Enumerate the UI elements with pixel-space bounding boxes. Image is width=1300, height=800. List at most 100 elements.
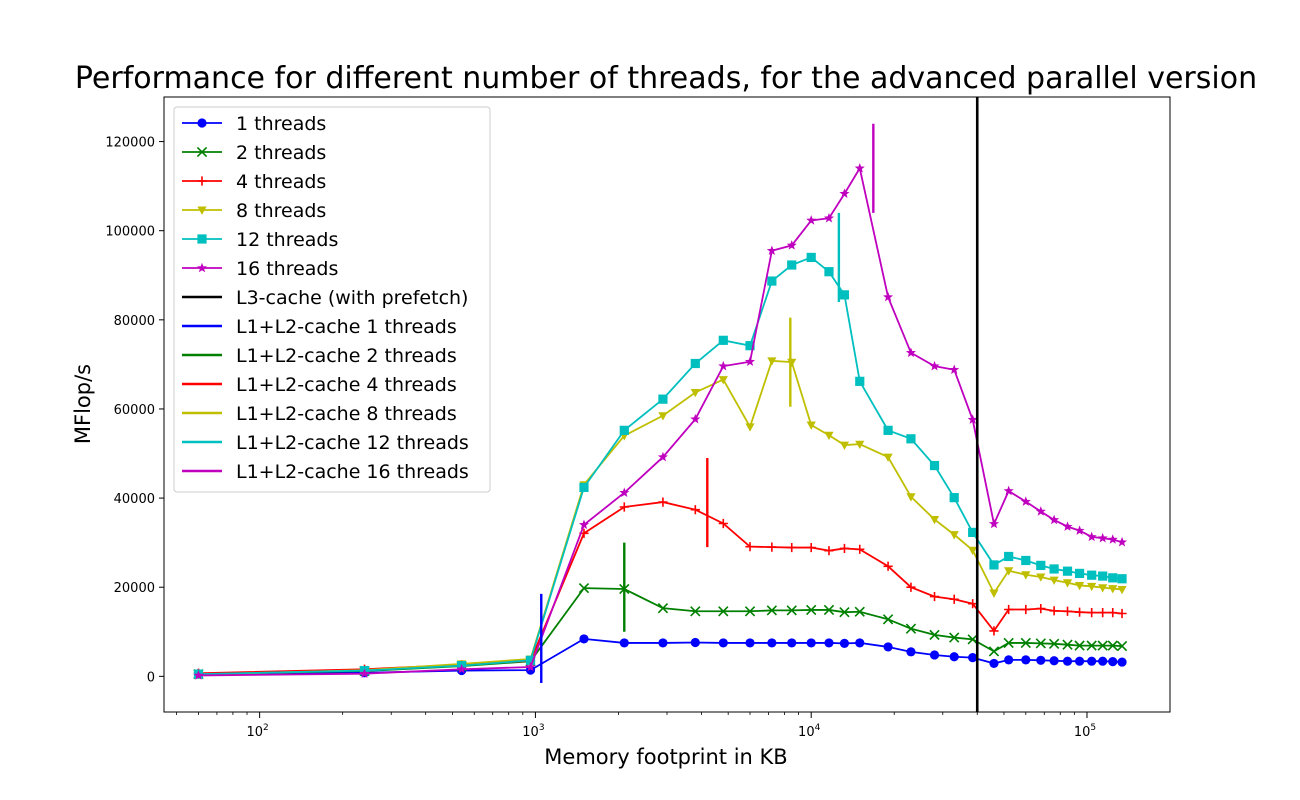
data-point — [657, 451, 668, 462]
legend-label: L1+L2-cache 4 threads — [236, 374, 457, 396]
data-point — [854, 606, 865, 617]
data-point — [1087, 570, 1097, 580]
data-point — [883, 642, 893, 652]
data-point — [359, 668, 370, 678]
legend-entry: 4 threads — [182, 171, 326, 193]
data-point — [1074, 607, 1085, 617]
data-point — [767, 276, 777, 286]
data-point — [1086, 640, 1097, 651]
data-point — [967, 414, 978, 424]
legend-label: L3-cache (with prefetch) — [236, 287, 468, 309]
data-point — [619, 425, 629, 435]
x-tick-label: 102 — [246, 723, 268, 740]
legend-entry: 2 threads — [182, 142, 326, 164]
data-point — [766, 605, 778, 616]
legend-label: L1+L2-cache 2 threads — [236, 345, 457, 367]
data-point — [1036, 604, 1046, 614]
data-point — [745, 341, 755, 351]
data-point — [525, 661, 536, 672]
data-point — [989, 560, 999, 570]
data-point — [906, 582, 916, 592]
data-point — [1035, 506, 1046, 516]
data-point — [690, 637, 700, 648]
data-point — [929, 360, 940, 371]
data-point — [929, 629, 940, 641]
data-point — [1117, 657, 1127, 667]
legend-entry: L1+L2-cache 8 threads — [182, 403, 457, 425]
y-tick-label: 40000 — [114, 492, 155, 507]
data-point — [949, 632, 960, 643]
legend-entry: 12 threads — [182, 229, 338, 251]
data-point — [690, 505, 700, 515]
data-point — [1036, 655, 1046, 665]
data-point — [787, 542, 797, 553]
data-point — [1035, 638, 1046, 649]
legend-label: L1+L2-cache 12 threads — [236, 432, 469, 454]
data-point — [929, 591, 940, 602]
data-point — [1049, 576, 1059, 585]
data-point — [1074, 656, 1085, 666]
data-point — [1116, 640, 1128, 652]
data-point — [968, 527, 978, 538]
data-point — [744, 356, 756, 366]
data-point — [718, 518, 728, 529]
data-point — [1117, 574, 1127, 584]
legend-marker — [196, 262, 208, 273]
data-point — [968, 653, 978, 663]
y-tick-label: 120000 — [105, 136, 155, 151]
data-point — [193, 670, 204, 680]
series-line — [198, 587, 1123, 676]
legend-label: 16 threads — [236, 258, 338, 280]
data-point — [1108, 573, 1118, 583]
data-point — [1049, 606, 1059, 616]
data-point — [1087, 582, 1097, 592]
legend-label: 2 threads — [236, 142, 326, 164]
data-point — [855, 440, 865, 449]
data-point — [854, 163, 865, 173]
data-point — [1021, 571, 1031, 580]
data-point — [839, 290, 850, 300]
data-point — [929, 516, 940, 525]
data-point — [1098, 571, 1108, 581]
data-point — [658, 412, 668, 421]
legend-entry: L1+L2-cache 2 threads — [182, 345, 457, 367]
series-1-threads — [193, 634, 1127, 679]
data-point — [806, 252, 816, 263]
data-marks — [193, 97, 1128, 712]
data-point — [855, 376, 865, 386]
data-point — [619, 638, 629, 648]
data-point — [1117, 585, 1127, 595]
data-point — [1108, 608, 1118, 618]
legend-entry: 8 threads — [182, 200, 326, 222]
data-point — [988, 518, 1000, 529]
data-point — [839, 543, 850, 554]
data-point — [1062, 606, 1073, 616]
data-point — [619, 487, 630, 498]
data-point — [988, 646, 1000, 657]
data-point — [718, 335, 728, 345]
data-point — [578, 582, 590, 594]
data-point — [929, 650, 940, 660]
legend-label: 8 threads — [236, 200, 326, 222]
legend-entry: L1+L2-cache 4 threads — [182, 374, 457, 396]
data-point — [839, 188, 850, 198]
data-point — [744, 606, 756, 617]
legend-entry: L1+L2-cache 16 threads — [182, 461, 469, 483]
data-point — [1003, 485, 1014, 496]
data-point — [1074, 568, 1085, 579]
legend-marker — [197, 176, 207, 186]
data-point — [906, 647, 916, 657]
data-point — [1108, 585, 1118, 594]
y-tick-label: 0 — [147, 670, 155, 685]
legend: 1 threads 2 threads 4 threads 8 threads 12 t… — [173, 106, 491, 493]
data-point — [658, 394, 668, 404]
data-point — [745, 638, 755, 648]
data-point — [949, 594, 959, 604]
data-point — [1020, 637, 1031, 649]
data-point — [1097, 640, 1108, 651]
chart-title: Performance for different number of thre… — [75, 61, 1257, 96]
data-point — [1049, 656, 1059, 666]
legend-entry: L1+L2-cache 1 threads — [182, 316, 457, 338]
legend-marker — [197, 118, 207, 128]
data-point — [1107, 534, 1118, 544]
